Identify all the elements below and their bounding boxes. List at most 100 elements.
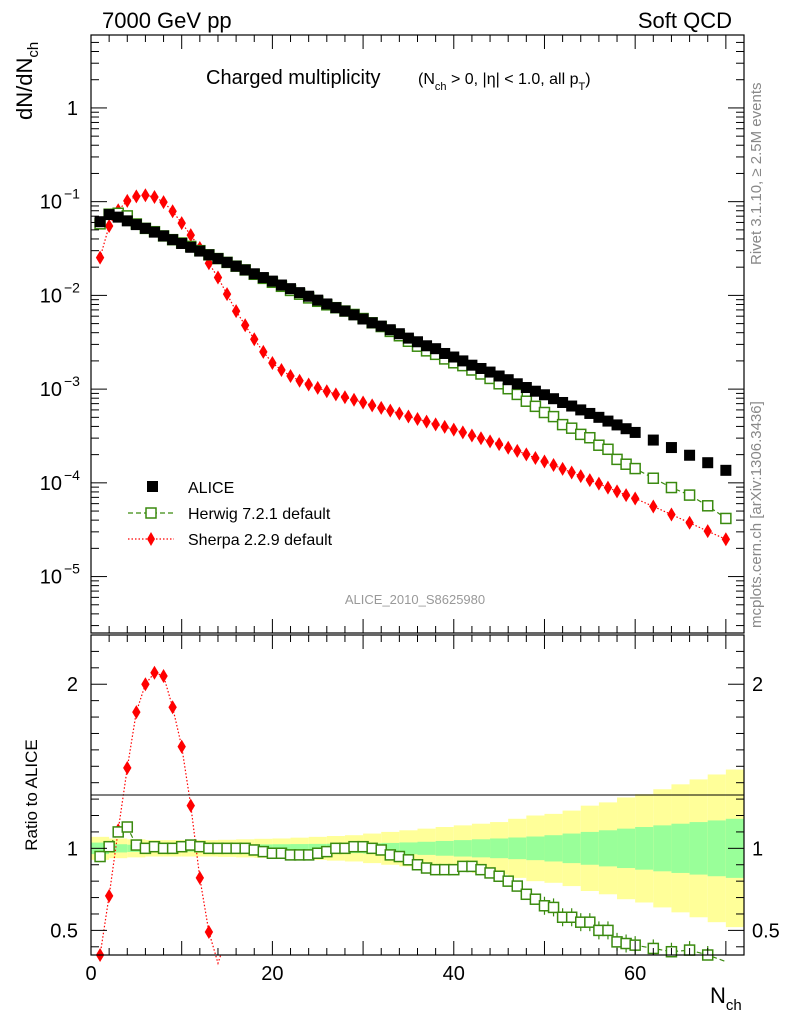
herwig-ratio-point: [511, 880, 524, 892]
alice-point: [620, 423, 632, 435]
sherpa-point: [268, 355, 277, 370]
ratio-tick-label: 2: [67, 674, 78, 696]
sherpa-point: [440, 419, 449, 434]
alice-point: [366, 317, 378, 329]
herwig-point: [584, 431, 596, 444]
sherpa-point: [540, 454, 549, 469]
ratio-tick-label: 0.5: [50, 920, 78, 942]
sherpa-point: [295, 373, 304, 388]
sherpa-point: [458, 425, 468, 440]
alice-point: [221, 256, 233, 268]
sherpa-ratio-point: [204, 925, 214, 940]
herwig-point: [720, 512, 732, 525]
alice-point: [665, 442, 677, 454]
legend-label-sherpa: Sherpa 2.2.9 default: [188, 532, 333, 549]
herwig-ratio-point: [94, 850, 106, 863]
y-tick-label: 10: [40, 473, 62, 495]
alice-point: [266, 275, 278, 287]
sherpa-point: [259, 344, 268, 359]
sherpa-point: [531, 451, 540, 466]
alice-point: [402, 332, 414, 344]
y-tick-label-exponent: −4: [64, 467, 80, 483]
ratio-band-green: [653, 825, 672, 872]
sherpa-point: [422, 414, 431, 429]
sherpa-point: [395, 406, 404, 421]
sherpa-point: [667, 507, 676, 522]
sherpa-point: [277, 362, 286, 377]
ratio-axis-title: Ratio to ALICE: [22, 739, 41, 851]
alice-point: [330, 302, 342, 314]
alice-point: [375, 320, 387, 332]
ratio-band-green: [707, 820, 726, 877]
alice-point: [584, 407, 596, 419]
sherpa-point: [377, 400, 386, 415]
ratio-band-green: [689, 822, 708, 875]
alice-point: [148, 226, 160, 238]
sherpa-point: [485, 434, 495, 449]
sherpa-ratio-line: [99, 671, 222, 966]
sherpa-point: [612, 484, 622, 499]
ratio-band-green: [580, 831, 599, 865]
sherpa-ratio-point: [141, 677, 150, 692]
herwig-ratio-point: [103, 840, 115, 853]
sherpa-point: [240, 318, 250, 333]
herwig-point: [602, 443, 614, 456]
sherpa-point: [576, 469, 585, 484]
ratio-band-green: [417, 841, 436, 855]
herwig-point: [511, 388, 524, 401]
alice-point: [285, 283, 297, 295]
sherpa-point: [522, 447, 531, 462]
alice-point: [203, 249, 215, 261]
ratio-band-green: [508, 837, 527, 860]
legend-marker-herwig: [145, 507, 157, 519]
legend-marker-sherpa: [147, 532, 155, 546]
legend-entry-alice: ALICE: [147, 480, 234, 497]
alice-point: [384, 324, 396, 336]
herwig-point: [565, 422, 578, 434]
alice-point: [602, 415, 614, 427]
ratio-tick-label: 1: [67, 838, 78, 860]
herwig-point: [683, 489, 696, 501]
herwig-point: [665, 481, 678, 494]
herwig-point: [529, 400, 542, 413]
alice-point: [167, 234, 179, 246]
sherpa-point: [630, 491, 640, 506]
alice-point: [421, 340, 433, 352]
ratio-band-green: [617, 828, 636, 869]
sherpa-point: [413, 411, 422, 426]
y-tick-label-exponent: −2: [64, 279, 80, 295]
sherpa-point: [386, 403, 395, 418]
sherpa-point: [286, 369, 295, 384]
y-tick-label-exponent: −3: [64, 373, 80, 389]
legend-label-herwig: Herwig 7.2.1 default: [188, 506, 331, 523]
plot-title-main: Charged multiplicity: [206, 67, 381, 89]
herwig-point: [647, 472, 660, 484]
herwig-point: [629, 462, 641, 475]
alice-point: [321, 298, 333, 310]
ratio-band-green: [598, 830, 618, 867]
alice-point: [194, 245, 206, 257]
sherpa-point: [231, 304, 241, 319]
alice-point: [230, 260, 242, 272]
rivet-version-label: Rivet 3.1.10, ≥ 2.5M events: [748, 83, 765, 266]
sherpa-point: [331, 387, 341, 402]
ratio-tick-label-right: 0.5: [752, 920, 780, 942]
y-axis-title: dN/dNch: [12, 42, 42, 120]
x-tick-label: 40: [443, 963, 465, 985]
alice-point: [647, 434, 659, 446]
alice-point: [275, 279, 287, 291]
sherpa-ratio-point: [177, 739, 186, 754]
sherpa-point: [703, 524, 712, 539]
alice-point: [303, 290, 315, 302]
alice-point: [430, 343, 442, 355]
alice-point: [357, 313, 369, 325]
ratio-tick-label-right: 1: [752, 838, 763, 860]
plot-title: Charged multiplicity (Nch > 0, |η| < 1.0…: [206, 67, 591, 93]
alice-point: [121, 215, 133, 227]
ratio-band-green: [544, 835, 563, 862]
x-tick-label: 60: [624, 963, 646, 985]
sherpa-point: [476, 431, 486, 446]
alice-point: [511, 378, 523, 390]
alice-point: [339, 305, 351, 317]
header-category: Soft QCD: [638, 8, 732, 33]
